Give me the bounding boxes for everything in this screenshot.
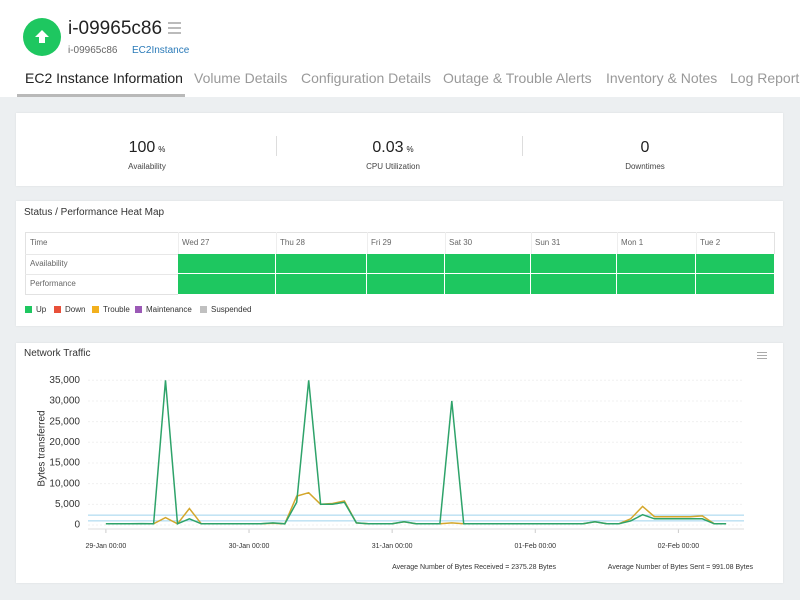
chart-menu[interactable] bbox=[757, 352, 767, 359]
separator bbox=[522, 136, 523, 156]
legend-item: Suspended bbox=[200, 305, 251, 314]
heat-cell bbox=[367, 254, 445, 274]
heat-cell bbox=[445, 254, 531, 274]
x-tick-label: 01-Feb 00:00 bbox=[514, 543, 556, 550]
column-divider bbox=[696, 232, 697, 254]
traffic-card bbox=[16, 343, 783, 583]
heat-cell bbox=[445, 274, 531, 295]
y-tick-label: 0 bbox=[74, 520, 80, 531]
series-line bbox=[105, 380, 727, 525]
column-label: Mon 1 bbox=[621, 238, 644, 247]
instance-title: i-09965c86 bbox=[68, 18, 163, 39]
heat-cell bbox=[367, 274, 445, 295]
summary-value: 0 bbox=[545, 139, 745, 157]
tab[interactable]: Log Report bbox=[730, 70, 800, 86]
summary-label: Downtimes bbox=[625, 162, 665, 171]
active-tab-indicator bbox=[17, 94, 185, 97]
tab[interactable]: Volume Details bbox=[194, 70, 288, 86]
value: 100 bbox=[128, 139, 156, 156]
heat-cell bbox=[178, 274, 276, 295]
column-label: Tue 2 bbox=[700, 238, 721, 247]
row-divider bbox=[25, 254, 178, 255]
legend-item: Up bbox=[25, 305, 46, 314]
y-axis-title: Bytes transferred bbox=[37, 410, 48, 486]
legend-label: Suspended bbox=[211, 305, 252, 314]
column-divider bbox=[445, 232, 446, 254]
y-tick-label: 15,000 bbox=[49, 458, 80, 469]
legend-swatch bbox=[135, 306, 142, 313]
legend-swatch bbox=[92, 306, 99, 313]
chart-title: Network Traffic bbox=[24, 348, 91, 359]
row-divider bbox=[25, 274, 178, 275]
y-tick-label: 35,000 bbox=[49, 375, 80, 386]
row-label: Performance bbox=[30, 279, 76, 288]
value: 0.03 bbox=[372, 139, 404, 156]
legend-swatch bbox=[54, 306, 61, 313]
tab[interactable]: Outage & Trouble Alerts bbox=[443, 70, 592, 86]
heat-cell bbox=[531, 254, 617, 274]
value: 0 bbox=[640, 139, 650, 156]
average-label: Average Number of Bytes Received = 2375.… bbox=[392, 564, 556, 571]
tab[interactable]: Configuration Details bbox=[301, 70, 431, 86]
column-divider bbox=[617, 232, 618, 254]
x-tick-label: 02-Feb 00:00 bbox=[658, 543, 700, 550]
y-tick-label: 30,000 bbox=[49, 396, 80, 407]
corner-label: Time bbox=[30, 238, 48, 247]
type-link[interactable]: EC2Instance bbox=[132, 45, 190, 56]
legend-item: Trouble bbox=[92, 305, 130, 314]
column-divider bbox=[531, 232, 532, 254]
legend-label: Up bbox=[36, 305, 47, 314]
heat-cell bbox=[178, 254, 276, 274]
header bbox=[0, 0, 800, 97]
tab[interactable]: EC2 Instance Information bbox=[25, 70, 183, 86]
legend-swatch bbox=[200, 306, 207, 313]
average-label: Average Number of Bytes Sent = 991.08 By… bbox=[608, 564, 754, 571]
instance-id: i-09965c86 bbox=[68, 45, 118, 56]
row-label: Availability bbox=[30, 259, 68, 268]
heat-cell bbox=[276, 254, 367, 274]
heat-cell bbox=[617, 254, 696, 274]
legend-item: Maintenance bbox=[135, 305, 192, 314]
summary-label: Availability bbox=[128, 162, 166, 171]
legend-label: Trouble bbox=[103, 305, 130, 314]
unit: % bbox=[406, 145, 414, 154]
legend-label: Maintenance bbox=[146, 305, 192, 314]
separator bbox=[276, 136, 277, 156]
x-tick-label: 29-Jan 00:00 bbox=[85, 543, 126, 550]
unit: % bbox=[158, 145, 166, 154]
status-icon bbox=[23, 18, 61, 56]
legend-item: Down bbox=[54, 305, 85, 314]
column-label: Wed 27 bbox=[182, 238, 210, 247]
summary-value: 0.03% bbox=[293, 139, 493, 157]
up-arrow bbox=[35, 30, 49, 43]
menu-icon[interactable] bbox=[168, 22, 181, 37]
heat-cell bbox=[696, 254, 775, 274]
y-tick-label: 5,000 bbox=[55, 499, 80, 510]
heatmap-title: Status / Performance Heat Map bbox=[24, 207, 165, 218]
summary-card bbox=[16, 113, 783, 186]
heat-cell bbox=[617, 274, 696, 295]
column-divider bbox=[276, 232, 277, 254]
y-tick-label: 10,000 bbox=[49, 478, 80, 489]
summary-value: 100% bbox=[47, 139, 247, 157]
x-tick-label: 30-Jan 00:00 bbox=[229, 543, 270, 550]
tab[interactable]: Inventory & Notes bbox=[606, 70, 718, 86]
x-tick-label: 31-Jan 00:00 bbox=[372, 543, 413, 550]
legend-label: Down bbox=[65, 305, 86, 314]
heat-cell bbox=[531, 274, 617, 295]
heat-cell bbox=[696, 274, 775, 295]
y-tick-label: 20,000 bbox=[49, 437, 80, 448]
column-divider bbox=[178, 232, 179, 254]
heat-cell bbox=[276, 274, 367, 295]
column-divider bbox=[367, 232, 368, 254]
summary-label: CPU Utilization bbox=[366, 162, 420, 171]
column-label: Sun 31 bbox=[535, 238, 561, 247]
y-tick-label: 25,000 bbox=[49, 416, 80, 427]
column-label: Thu 28 bbox=[280, 238, 305, 247]
column-label: Fri 29 bbox=[371, 238, 392, 247]
column-label: Sat 30 bbox=[449, 238, 473, 247]
legend-swatch bbox=[25, 306, 32, 313]
chart: Bytes transferred 0 5,000 10,000 15,000 20,00… bbox=[37, 375, 754, 571]
